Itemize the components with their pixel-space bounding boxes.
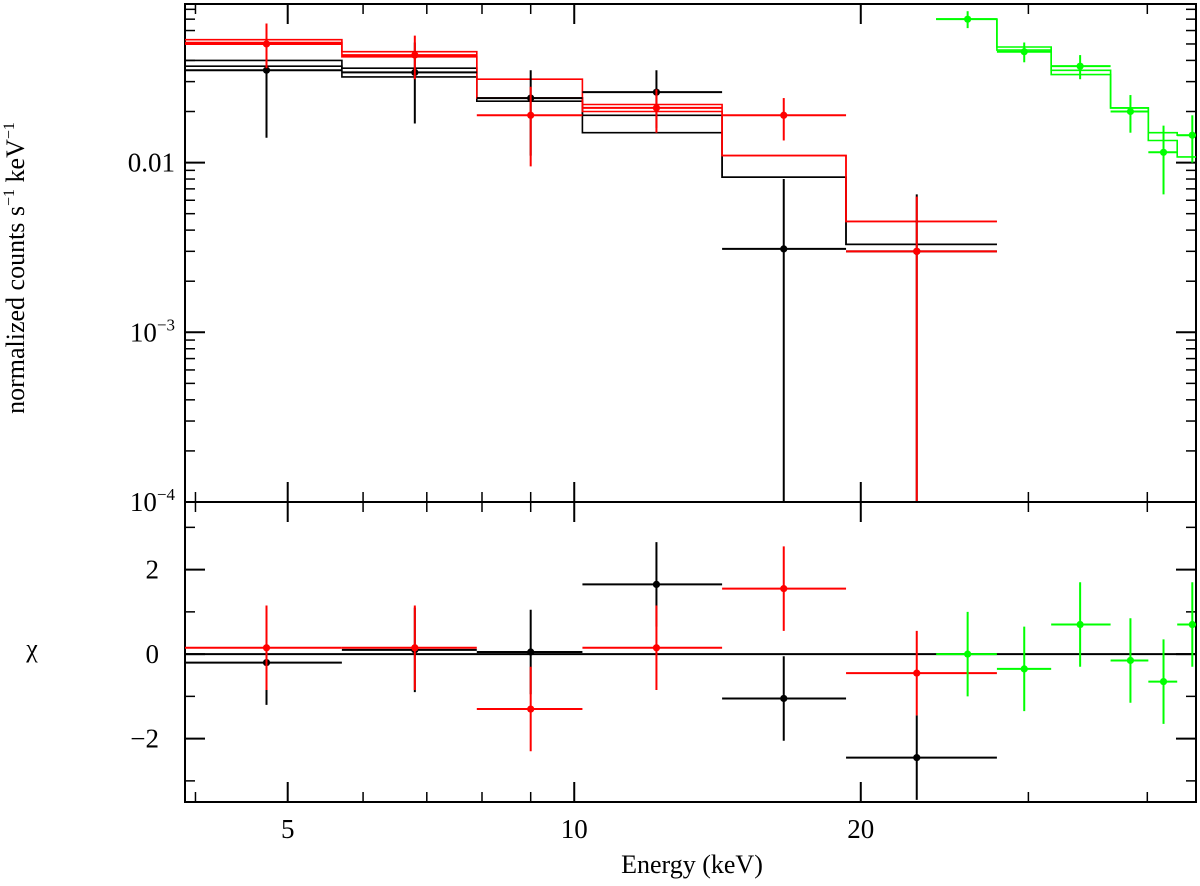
- residual-point-red: [341, 605, 477, 691]
- x-axis-title: Energy (keV): [621, 850, 763, 879]
- data-marker: [1159, 148, 1168, 156]
- model-step-black-upper: [185, 59, 997, 246]
- residual-point-black: [341, 607, 477, 693]
- residual-point-black: [582, 542, 723, 627]
- residual-point-green: [1051, 582, 1111, 667]
- residual-point-green: [936, 611, 997, 697]
- data-marker: [780, 585, 788, 593]
- spectrum-point-green: [1177, 115, 1196, 163]
- data-marker: [527, 111, 535, 119]
- data-marker: [411, 51, 419, 59]
- data-marker: [964, 15, 972, 23]
- spectrum-point-red: [341, 35, 477, 80]
- x-tick-label: 20: [847, 814, 874, 844]
- spectrum-point-red: [722, 98, 847, 141]
- data-marker: [262, 40, 271, 48]
- y-axis-title-exp2: −1: [1, 122, 18, 139]
- y-tick-label: 0.01: [128, 148, 175, 178]
- y-axis-title-exp1: −1: [1, 189, 18, 206]
- data-marker: [1188, 620, 1196, 629]
- residual-point-red: [722, 546, 847, 631]
- y-tick-label-exponent: −3: [157, 315, 175, 334]
- data-marker: [652, 104, 661, 112]
- residuals-frame: [184, 501, 1197, 803]
- data-marker: [780, 694, 788, 703]
- data-marker: [780, 111, 788, 119]
- data-marker: [1126, 656, 1135, 665]
- data-marker: [1188, 131, 1196, 139]
- y-axis-title-unit: keV: [1, 139, 30, 189]
- residual-point-green: [1110, 618, 1149, 703]
- data-marker: [1076, 62, 1084, 70]
- spectrum-point-black: [846, 194, 997, 502]
- data-marker: [780, 245, 788, 253]
- data-marker: [527, 648, 535, 656]
- y-tick-label-base: 10: [130, 487, 157, 517]
- data-marker: [1159, 677, 1168, 686]
- residual-axis-title: χ: [25, 634, 38, 663]
- spectrum-point-green: [1051, 55, 1111, 80]
- residual-point-green: [996, 626, 1052, 712]
- spectrum-point-black: [722, 179, 847, 502]
- residual-point-red: [476, 666, 583, 752]
- y-axis-title-main: normalized counts s: [1, 206, 30, 414]
- y-tick-label-base: 0.01: [128, 148, 175, 178]
- residual-point-red: [846, 630, 997, 716]
- residual-tick-label: 2: [146, 555, 160, 585]
- data-marker: [913, 247, 921, 255]
- model-step-green-lower: [936, 18, 1196, 158]
- data-marker: [652, 580, 661, 588]
- data-marker: [1020, 665, 1028, 673]
- data-marker: [262, 66, 271, 74]
- residual-point-black: [722, 656, 847, 741]
- residual-point-red: [582, 605, 723, 691]
- spectrum-point-red: [582, 89, 723, 133]
- spectrum-point-red: [476, 86, 583, 167]
- spectrum-frame: [184, 3, 1197, 503]
- data-marker: [262, 644, 271, 652]
- data-marker: [913, 669, 921, 677]
- data-marker: [1126, 107, 1135, 116]
- spectrum-point-green: [936, 11, 997, 29]
- spectrum-point-black: [582, 70, 723, 128]
- data-marker: [411, 644, 419, 652]
- spectrum-point-green: [1110, 95, 1149, 133]
- data-marker: [652, 644, 661, 652]
- x-tick-label: 5: [281, 814, 295, 844]
- y-tick-label-exponent: −4: [157, 485, 176, 504]
- residual-tick-label: 0: [146, 639, 160, 669]
- y-tick-label: 10−4: [130, 485, 176, 517]
- residual-point-black: [185, 620, 342, 705]
- spectrum-point-black: [185, 43, 342, 138]
- residual-tick-label: −2: [130, 724, 159, 754]
- residual-point-green: [1177, 582, 1196, 667]
- spectrum-point-red: [846, 196, 997, 502]
- data-marker: [527, 705, 535, 713]
- residual-point-red: [185, 605, 342, 691]
- data-marker: [964, 650, 972, 658]
- x-tick-label: 10: [561, 814, 588, 844]
- model-step-green-upper: [936, 18, 1196, 136]
- residual-point-black: [846, 715, 997, 800]
- data-marker: [1020, 48, 1028, 56]
- data-marker: [1076, 620, 1084, 629]
- spectrum-point-red: [185, 23, 342, 69]
- residual-point-green: [1148, 639, 1178, 724]
- y-tick-label-base: 10: [130, 317, 157, 347]
- y-tick-label: 10−3: [130, 315, 175, 347]
- spectrum-point-green: [1148, 125, 1178, 195]
- spectrum-point-green: [996, 42, 1052, 63]
- data-marker: [913, 754, 921, 762]
- y-axis-title: normalized counts s−1 keV−1: [1, 122, 30, 414]
- residual-point-black: [476, 609, 583, 695]
